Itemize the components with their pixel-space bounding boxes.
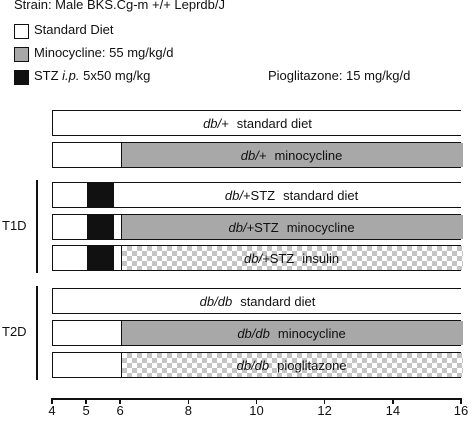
treatment-label: standard diet — [236, 115, 312, 131]
timeline-bar: db/+ standard diet — [52, 110, 462, 136]
bar-label: db/+ STZ minocycline — [121, 215, 462, 239]
axis-tick — [51, 398, 53, 404]
segment-white — [53, 246, 88, 270]
bar-label: db/+ standard diet — [53, 111, 462, 135]
segment-gray — [121, 143, 463, 167]
legend-label: Standard Diet — [34, 22, 114, 37]
segment-white — [53, 143, 122, 167]
segment-white — [114, 246, 122, 270]
tick-label: 5 — [82, 403, 90, 418]
genotype-label: db/db — [236, 357, 270, 373]
tick-label: 14 — [385, 403, 401, 418]
treatment-label: minocycline — [277, 325, 346, 341]
axis-tick — [119, 398, 121, 404]
treatment-label: pioglitazone — [277, 357, 347, 373]
bar-label: db/+ STZ standard diet — [121, 183, 462, 207]
legend-swatch-black — [14, 70, 29, 85]
segment-check — [121, 353, 463, 377]
segment-white — [53, 353, 122, 377]
timeline-bar: db/db pioglitazone — [52, 352, 463, 378]
genotype-label: db/+ — [228, 219, 255, 235]
group-label: T2D — [2, 324, 27, 339]
pioglitazone-note: Pioglitazone: 15 mg/kg/d — [268, 68, 411, 83]
bar-label: db/db pioglitazone — [121, 353, 462, 377]
timeline-bar: db/+ minocycline — [52, 142, 463, 168]
axis-tick — [187, 398, 190, 404]
segment-gray — [121, 215, 463, 239]
bar-label: db/+ STZ insulin — [121, 246, 462, 270]
timeline-bar: db/+ STZ insulin — [52, 245, 463, 271]
segment-white — [114, 183, 462, 207]
tick-label: 12 — [317, 403, 332, 418]
tick-label: 8 — [184, 403, 192, 418]
treatment-label: standard diet — [240, 293, 316, 309]
axis-tick — [323, 398, 326, 404]
timeline-bar: db/+ STZ standard diet — [52, 182, 462, 208]
legend-swatch-gray — [14, 47, 29, 62]
treatment-label: minocycline — [286, 219, 355, 235]
axis-tick — [255, 398, 258, 404]
axis-tick — [460, 398, 462, 404]
segment-black — [87, 183, 115, 207]
stz-label: STZ — [250, 187, 276, 203]
genotype-label: db/+ — [240, 147, 267, 163]
treatment-label: standard diet — [283, 187, 359, 203]
segment-black — [87, 246, 115, 270]
segment-white — [114, 215, 122, 239]
timeline-bar: db/db standard diet — [52, 288, 462, 314]
strain-text: Strain: Male BKS.Cg-m +/+ Leprdb/J — [14, 0, 225, 12]
group-bracket — [36, 180, 38, 273]
tick-label: 10 — [249, 403, 264, 418]
genotype-label: db/+ — [224, 187, 251, 203]
genotype-label: db/+ — [244, 250, 270, 266]
segment-check — [121, 246, 463, 270]
genotype-label: db/db — [237, 325, 270, 341]
tick-label: 4 — [48, 403, 56, 418]
segment-black — [87, 215, 115, 239]
legend-label: STZ i.p. 5x50 mg/kg — [34, 68, 151, 83]
stz-label: STZ — [254, 219, 279, 235]
group-bracket — [36, 286, 38, 380]
bar-label: db/+ minocycline — [121, 143, 462, 167]
genotype-label: db/db — [199, 293, 233, 309]
axis-tick — [392, 398, 394, 404]
segment-white — [53, 289, 462, 313]
treatment-label: insulin — [302, 250, 340, 266]
bar-label: db/db standard diet — [53, 289, 462, 313]
segment-white — [53, 183, 88, 207]
tick-label: 16 — [453, 403, 469, 418]
segment-white — [53, 111, 462, 135]
segment-gray — [121, 321, 463, 345]
segment-white — [53, 215, 88, 239]
group-label: T1D — [2, 217, 27, 233]
genotype-label: db/+ — [203, 115, 229, 131]
bar-label: db/db minocycline — [121, 321, 462, 345]
legend-swatch-white — [14, 24, 29, 39]
timeline-bar: db/+ STZ minocycline — [52, 214, 463, 240]
timeline-bar: db/db minocycline — [52, 320, 463, 346]
stz-label: STZ — [269, 250, 295, 266]
treatment-label: minocycline — [274, 147, 343, 163]
legend-label: Minocycline: 55 mg/kg/d — [34, 45, 174, 60]
tick-label: 6 — [116, 403, 124, 418]
axis-tick — [85, 398, 87, 404]
segment-white — [53, 321, 122, 345]
